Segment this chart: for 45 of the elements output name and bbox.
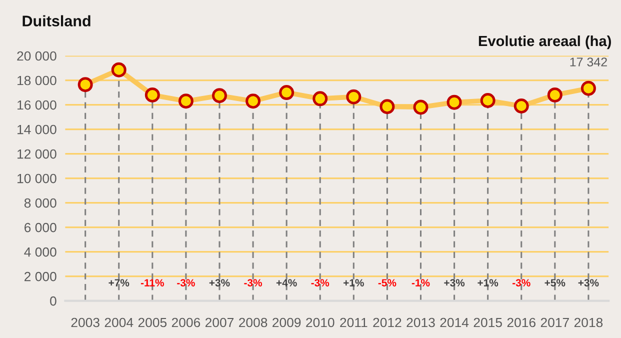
x-tick-label: 2017	[540, 318, 569, 328]
x-tick-label: 2003	[71, 318, 100, 328]
annotation: +1%	[344, 279, 364, 286]
x-tick-label: 2015	[474, 318, 502, 328]
x-tick-label: 2006	[172, 318, 200, 328]
y-tick-label: 16 000	[18, 100, 56, 110]
chart-title: Duitsland	[22, 15, 90, 26]
annotation: -1%	[412, 279, 430, 286]
y-tick-label: 12 000	[18, 149, 56, 159]
annotation: +3%	[444, 279, 465, 286]
x-tick-label: 2007	[205, 318, 234, 328]
x-tick-label: 2012	[373, 318, 402, 328]
annotation: -11%	[140, 279, 164, 286]
x-tick-label: 2018	[574, 318, 603, 328]
x-tick-label: 2005	[138, 318, 167, 328]
annotation: +1%	[478, 279, 498, 286]
x-tick-label: 2014	[440, 318, 469, 328]
annotation: -3%	[311, 279, 330, 286]
annotation: +4%	[276, 279, 297, 286]
annotation: -3%	[177, 279, 195, 286]
x-tick-label: 2016	[507, 318, 536, 328]
annotation: +5%	[544, 279, 566, 286]
y-tick-label: 18 000	[18, 76, 56, 86]
x-tick-label: 2011	[340, 318, 368, 328]
y-tick-label: 2 000	[24, 272, 56, 282]
x-tick-label: 2004	[104, 318, 134, 328]
annotation: +3%	[578, 279, 599, 286]
y-tick-label: 0	[50, 296, 56, 306]
y-tick-label: 6 000	[24, 222, 56, 232]
y-tick-label: 4 000	[24, 247, 56, 257]
annotation: -5%	[378, 279, 396, 286]
y-tick-label: 8 000	[24, 198, 56, 208]
annotation: -3%	[512, 279, 530, 286]
data-label: 17 342	[570, 58, 607, 66]
x-tick-label: 2008	[239, 318, 268, 328]
y-tick-label: 14 000	[18, 124, 56, 134]
annotation: +7%	[108, 279, 130, 286]
annotation: +3%	[209, 279, 230, 286]
x-tick-label: 2010	[306, 318, 334, 328]
x-tick-label: 2013	[406, 318, 435, 328]
y-tick-label: 10 000	[18, 174, 56, 184]
x-tick-label: 2009	[272, 318, 301, 328]
y-tick-label: 20 000	[17, 51, 56, 61]
annotation: -3%	[244, 279, 262, 286]
chart-subtitle: Evolutie areaal (ha)	[478, 35, 611, 50]
